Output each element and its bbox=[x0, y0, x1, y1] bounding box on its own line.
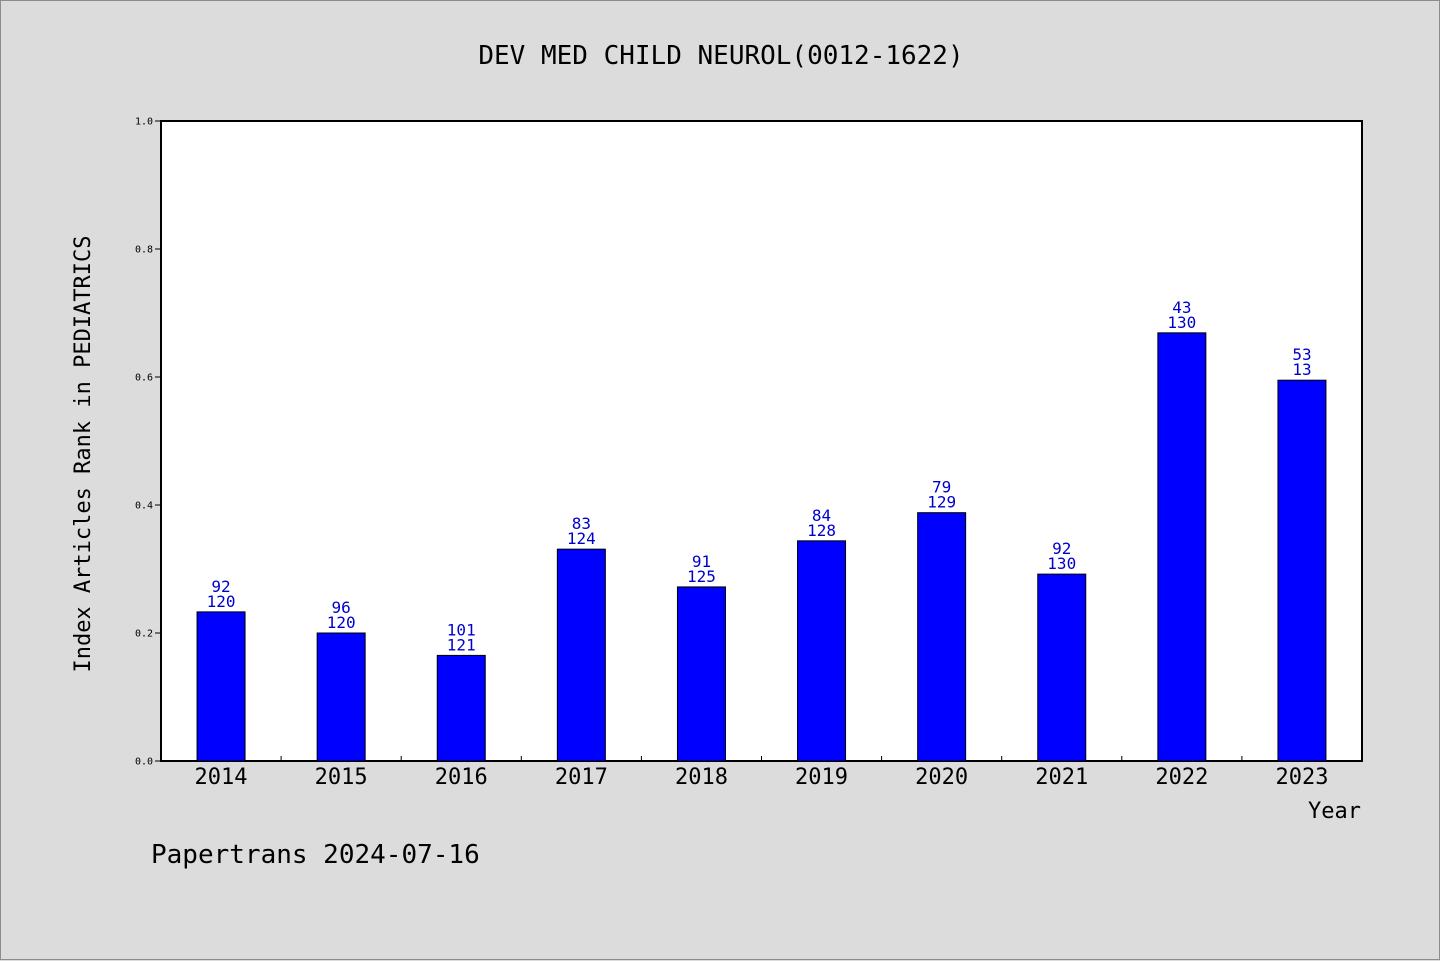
bar-label-bottom: 128 bbox=[807, 521, 836, 540]
bar-label-bottom: 13 bbox=[1292, 360, 1311, 379]
y-axis: 0.0 0.2 0.4 0.6 0.8 1.0 bbox=[135, 117, 161, 768]
y-tick-label: 1.0 bbox=[135, 117, 153, 128]
bar-label-bottom: 120 bbox=[207, 592, 236, 611]
bar-label-top: 83 bbox=[572, 514, 591, 533]
bar bbox=[1157, 332, 1207, 762]
x-tick-label: 2022 bbox=[1155, 765, 1208, 790]
bar-label-top: 53 bbox=[1292, 345, 1311, 364]
x-tick-label: 2018 bbox=[675, 765, 728, 790]
chart-title: DEV MED CHILD NEUROL(0012-1622) bbox=[478, 41, 963, 71]
bar-label-bottom: 124 bbox=[567, 529, 596, 548]
bar bbox=[196, 611, 246, 762]
y-tick-label: 0.2 bbox=[135, 629, 153, 640]
bar bbox=[676, 586, 726, 762]
y-tick-label: 0.0 bbox=[135, 757, 153, 768]
bar-label-top: 92 bbox=[1052, 539, 1071, 558]
bar-label-bottom: 130 bbox=[1167, 313, 1196, 332]
bar bbox=[1037, 573, 1087, 762]
bar bbox=[917, 512, 967, 762]
bar-label-bottom: 130 bbox=[1047, 554, 1076, 573]
y-tick-label: 0.4 bbox=[135, 501, 153, 512]
bar-label-bottom: 129 bbox=[927, 493, 956, 512]
y-axis-title: Index Articles Rank in PEDIATRICS bbox=[71, 235, 96, 672]
y-tick-label: 0.6 bbox=[135, 373, 153, 384]
bar-label-top: 79 bbox=[932, 478, 951, 497]
bar-label-top: 43 bbox=[1172, 298, 1191, 317]
x-tick-label: 2021 bbox=[1035, 765, 1088, 790]
x-tick-label: 2017 bbox=[555, 765, 608, 790]
bars bbox=[196, 332, 1327, 762]
x-tick-label: 2020 bbox=[915, 765, 968, 790]
x-tick-label: 2023 bbox=[1275, 765, 1328, 790]
bar bbox=[436, 654, 486, 762]
y-tick-label: 0.8 bbox=[135, 245, 153, 256]
bar-label-bottom: 120 bbox=[327, 613, 356, 632]
bar-label-bottom: 125 bbox=[687, 567, 716, 586]
bar-label-top: 92 bbox=[211, 577, 230, 596]
bar bbox=[797, 540, 847, 762]
footer-text: Papertrans 2024-07-16 bbox=[151, 840, 480, 870]
x-axis: 2014 2015 2016 2017 2018 2019 2020 2021 2022 2023 bbox=[195, 756, 1328, 790]
bar bbox=[556, 548, 606, 762]
x-tick-label: 2015 bbox=[315, 765, 368, 790]
x-tick-label: 2014 bbox=[195, 765, 248, 790]
bar-label-top: 96 bbox=[332, 598, 351, 617]
bar-label-bottom: 121 bbox=[447, 635, 476, 654]
bar bbox=[1277, 379, 1327, 762]
bar-label-top: 101 bbox=[447, 620, 476, 639]
x-axis-title: Year bbox=[1308, 799, 1361, 824]
bar-label-top: 84 bbox=[812, 506, 831, 525]
x-tick-label: 2016 bbox=[435, 765, 488, 790]
bar-label-top: 91 bbox=[692, 552, 711, 571]
x-tick-label: 2019 bbox=[795, 765, 848, 790]
bar bbox=[316, 632, 366, 762]
